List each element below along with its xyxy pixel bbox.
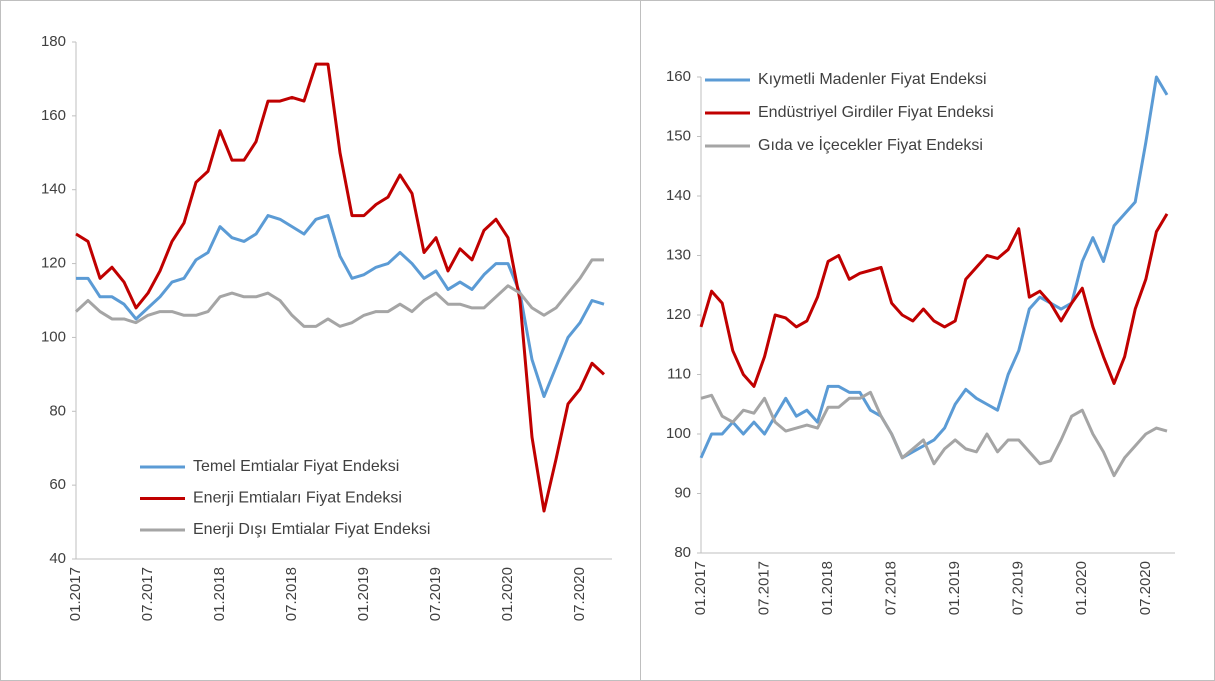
x-tick-label: 07.2017	[756, 561, 773, 615]
y-tick-label: 180	[41, 33, 66, 50]
panel-border	[0, 0, 641, 681]
y-tick-label: 120	[666, 306, 691, 323]
legend-label: Temel Emtialar Fiyat Endeksi	[193, 458, 399, 475]
x-tick-label: 01.2017	[692, 561, 709, 615]
y-tick-label: 80	[674, 544, 691, 561]
series-line	[74, 258, 604, 328]
y-tick-label: 130	[666, 246, 691, 263]
y-tick-label: 120	[41, 255, 66, 272]
x-tick-label: 01.2020	[499, 567, 516, 621]
x-tick-label: 07.2017	[139, 567, 156, 621]
x-tick-label: 01.2017	[67, 567, 84, 621]
y-tick-label: 140	[666, 187, 691, 204]
y-tick-label: 40	[49, 550, 66, 567]
legend-label: Gıda ve İçecekler Fiyat Endeksi	[758, 135, 983, 154]
x-tick-label: 01.2019	[946, 561, 963, 615]
x-tick-label: 01.2020	[1073, 561, 1090, 615]
y-tick-label: 90	[674, 484, 691, 501]
x-tick-label: 01.2019	[355, 567, 372, 621]
x-tick-label: 07.2018	[283, 567, 300, 621]
y-tick-label: 140	[41, 181, 66, 198]
legend-label: Endüstriyel Girdiler Fiyat Endeksi	[758, 104, 994, 121]
series-line	[699, 213, 1169, 388]
x-tick-label: 07.2019	[427, 567, 444, 621]
y-tick-label: 80	[49, 402, 66, 419]
x-tick-label: 01.2018	[819, 561, 836, 615]
x-tick-label: 07.2018	[883, 561, 900, 615]
y-tick-label: 100	[41, 328, 66, 345]
legend-label: Enerji Emtiaları Fiyat Endeksi	[193, 490, 402, 507]
y-tick-label: 60	[49, 476, 66, 493]
x-tick-label: 07.2020	[1137, 561, 1154, 615]
y-tick-label: 150	[666, 127, 691, 144]
series-line	[75, 62, 606, 513]
x-tick-label: 07.2019	[1010, 561, 1027, 615]
x-tick-label: 07.2020	[571, 567, 588, 621]
x-tick-label: 01.2018	[211, 567, 228, 621]
series-line	[700, 390, 1168, 478]
y-tick-label: 160	[666, 68, 691, 85]
series-line	[699, 75, 1169, 460]
legend-label: Kıymetli Madenler Fiyat Endeksi	[758, 71, 987, 88]
y-tick-label: 100	[666, 425, 691, 442]
legend-label: Enerji Dışı Emtialar Fiyat Endeksi	[193, 521, 430, 538]
y-tick-label: 110	[667, 365, 691, 382]
y-tick-label: 160	[41, 107, 66, 124]
